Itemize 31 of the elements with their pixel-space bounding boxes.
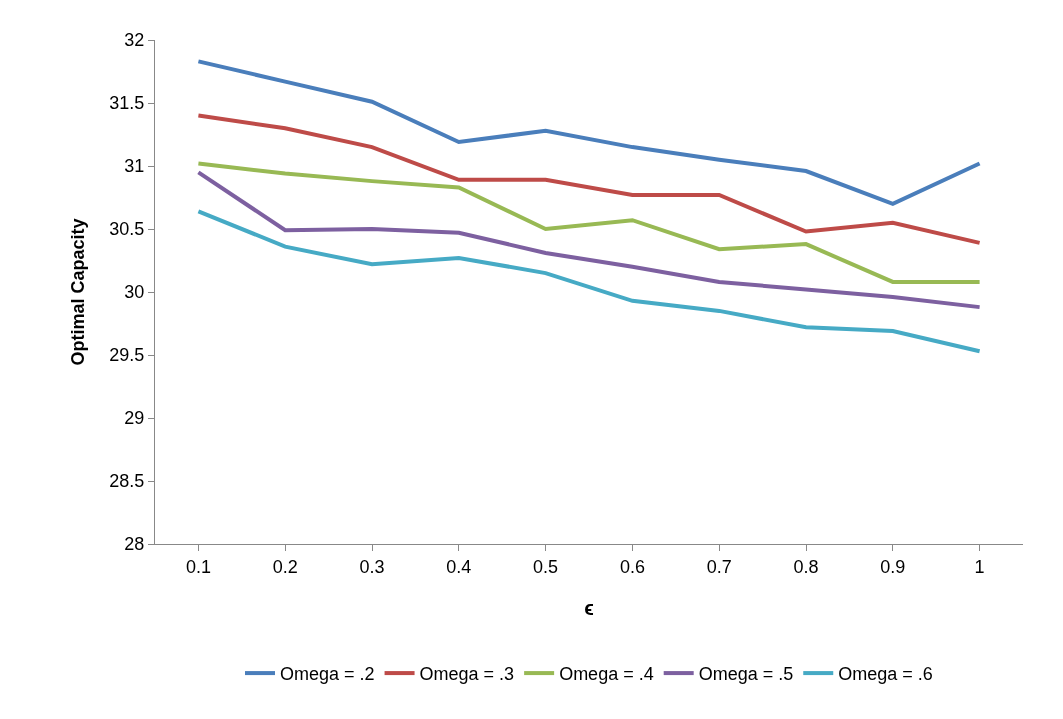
x-tick-label: 0.1 [185,556,211,577]
y-tick-label: 28 [124,534,145,555]
line-series [196,113,982,245]
x-tick-label: 0.9 [880,556,906,577]
x-tick-label: 0.5 [533,556,559,577]
legend-label: Omega = .5 [698,664,794,685]
x-tick-label: 0.4 [446,556,472,577]
x-tick-label: 0.6 [619,556,645,577]
y-tick-label: 32 [124,30,145,51]
line-series [196,59,982,206]
x-axis-title: ϵ [584,597,594,620]
line-series [196,170,982,310]
x-tick-label: 0.2 [272,556,298,577]
legend-label: Omega = .3 [419,664,515,685]
x-tick-label: 0.8 [793,556,819,577]
y-tick-label: 31 [124,156,145,177]
y-tick-label: 30.5 [109,219,145,240]
y-tick-label: 28.5 [109,471,145,492]
y-axis-title: Optimal Capacity [67,218,88,366]
y-tick-label: 29 [124,408,145,429]
line-series [196,161,982,284]
line-series [196,209,982,354]
legend-label: Omega = .4 [559,664,654,685]
legend-label: Omega = .2 [280,664,375,685]
y-tick-label: 29.5 [109,345,145,366]
legend-label: Omega = .6 [838,664,933,685]
x-tick-label: 1 [974,556,985,577]
x-tick-label: 0.3 [359,556,385,577]
y-tick-label: 30 [124,282,145,303]
x-tick-label: 0.7 [706,556,732,577]
y-tick-label: 31.5 [109,93,145,114]
